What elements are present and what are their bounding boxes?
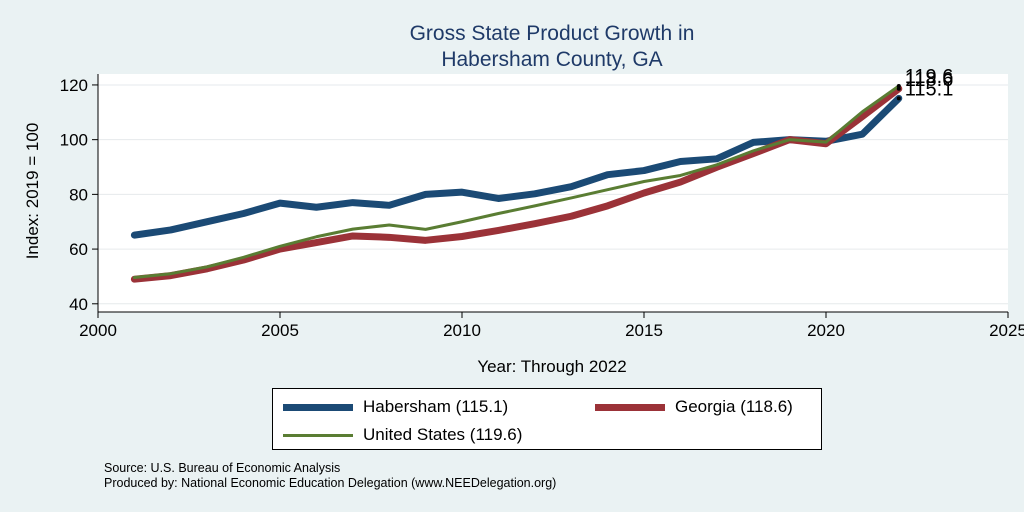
y-axis-label: Index: 2019 = 100 bbox=[23, 123, 42, 260]
source-note: Source: U.S. Bureau of Economic Analysis bbox=[104, 461, 341, 475]
x-tick-label: 2000 bbox=[79, 321, 117, 340]
chart-notes: Source: U.S. Bureau of Economic Analysis… bbox=[104, 461, 556, 491]
legend-item-united-states: United States (119.6) bbox=[283, 425, 522, 445]
y-tick-label: 60 bbox=[69, 240, 88, 259]
legend-swatch-habersham bbox=[283, 403, 353, 411]
legend-swatch-georgia bbox=[595, 403, 665, 411]
x-tick-label: 2020 bbox=[807, 321, 845, 340]
x-axis-label: Year: Through 2022 bbox=[477, 357, 626, 376]
end-point-united-states bbox=[896, 84, 901, 89]
x-tick-label: 2010 bbox=[443, 321, 481, 340]
x-tick-label: 2005 bbox=[261, 321, 299, 340]
x-axis-ticks: 2000 2005 2010 2015 2020 2025 bbox=[79, 312, 1024, 340]
legend-label-habersham: Habersham (115.1) bbox=[363, 397, 509, 416]
end-point-georgia bbox=[896, 86, 901, 91]
legend-item-georgia: Georgia (118.6) bbox=[595, 397, 793, 417]
legend-item-habersham: Habersham (115.1) bbox=[283, 397, 508, 417]
y-tick-label: 100 bbox=[60, 131, 88, 150]
series-line-united-states bbox=[132, 84, 901, 280]
series-lines bbox=[130, 84, 903, 283]
y-tick-label: 120 bbox=[60, 76, 88, 95]
y-axis-ticks: 40 60 80 100 120 bbox=[60, 76, 98, 314]
produced-by-note: Produced by: National Economic Education… bbox=[104, 476, 557, 490]
y-tick-label: 80 bbox=[69, 185, 88, 204]
x-tick-label: 2025 bbox=[989, 321, 1024, 340]
end-point-habersham bbox=[896, 96, 901, 101]
legend-label-georgia: Georgia (118.6) bbox=[675, 397, 793, 416]
chart-title-line-2: Habersham County, GA bbox=[441, 48, 662, 71]
end-label-habersham: 115.1 bbox=[905, 78, 954, 100]
y-tick-label: 40 bbox=[69, 295, 88, 314]
legend: Habersham (115.1) Georgia (118.6) United… bbox=[272, 388, 822, 450]
chart-title-line-1: Gross State Product Growth in bbox=[410, 22, 695, 45]
end-label-georgia: 118.6 bbox=[905, 69, 954, 91]
legend-label-united-states: United States (119.6) bbox=[363, 425, 523, 444]
end-label-united-states: 119.6 bbox=[905, 66, 954, 88]
series-line-habersham bbox=[130, 94, 903, 239]
gridlines bbox=[98, 84, 1008, 305]
legend-swatch-united-states bbox=[283, 433, 353, 437]
x-tick-label: 2015 bbox=[625, 321, 663, 340]
